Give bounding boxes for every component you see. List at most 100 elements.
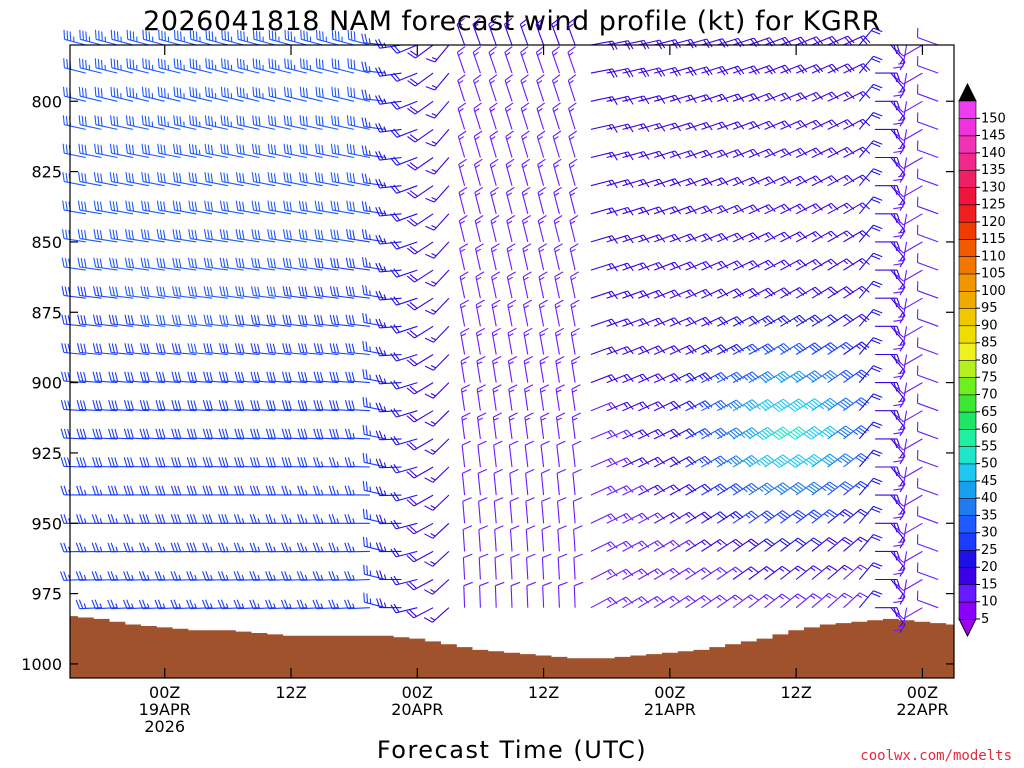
barb-half-feather — [383, 210, 387, 216]
barb-feather — [873, 505, 883, 511]
barb-feather — [642, 373, 650, 382]
barb-feather — [779, 484, 788, 491]
barb-half-feather — [571, 333, 577, 337]
barb-feather — [424, 477, 434, 483]
wind-barb — [110, 115, 134, 130]
barb-feather — [473, 74, 482, 81]
barb-half-feather — [899, 143, 904, 149]
barb-half-feather — [273, 546, 276, 552]
barb-half-feather — [537, 51, 542, 56]
barb-staff — [348, 181, 371, 187]
barb-feather — [65, 172, 68, 183]
barb-feather — [347, 514, 352, 524]
barb-feather — [267, 172, 270, 182]
barb-feather — [95, 485, 100, 496]
barb-feather — [146, 372, 150, 382]
barb-staff — [332, 323, 355, 327]
barb-staff — [285, 95, 307, 102]
wind-barb — [590, 346, 618, 356]
barb-feather — [108, 428, 112, 439]
barb-feather — [143, 258, 147, 268]
barb-feather — [521, 158, 531, 165]
barb-staff — [811, 147, 832, 158]
barb-staff — [459, 248, 466, 271]
barb-staff — [379, 410, 402, 413]
wind-barb — [685, 205, 713, 215]
barb-staff — [253, 67, 276, 74]
barb-feather — [76, 343, 81, 353]
wind-barb — [331, 115, 355, 130]
barb-feather — [814, 398, 823, 405]
barb-staff — [590, 123, 613, 130]
wind-barb — [284, 29, 307, 46]
barb-feather — [285, 314, 289, 325]
barb-feather — [175, 286, 179, 297]
barb-half-feather — [843, 232, 849, 237]
barb-feather — [253, 428, 257, 439]
wind-barb — [780, 481, 807, 496]
wind-barb — [492, 356, 502, 383]
wind-barb — [748, 510, 775, 524]
barb-feather — [141, 172, 144, 182]
barb-feather — [208, 514, 213, 524]
barb-staff — [780, 509, 799, 524]
wind-barb — [858, 477, 883, 496]
barb-staff — [79, 323, 102, 327]
barb-feather — [674, 67, 681, 76]
barb-half-feather — [607, 542, 612, 548]
barb-feather — [281, 542, 286, 552]
wind-barb — [875, 522, 901, 533]
barb-staff — [79, 266, 102, 271]
barb-feather — [781, 593, 791, 600]
wind-barb — [567, 74, 577, 102]
barb-feather — [365, 397, 368, 408]
barb-staff — [521, 164, 529, 186]
wind-barb — [827, 119, 855, 130]
wind-barb — [462, 553, 473, 580]
barb-staff — [669, 595, 689, 609]
barb-feather — [799, 203, 808, 212]
barb-feather — [179, 88, 182, 98]
barb-feather — [95, 457, 100, 467]
barb-half-feather — [853, 430, 858, 435]
barb-staff — [206, 124, 229, 130]
barb-feather — [795, 511, 804, 519]
wind-barb — [795, 425, 823, 440]
barb-half-feather — [538, 220, 544, 225]
barb-feather — [316, 400, 321, 410]
barb-feather — [670, 430, 678, 438]
barb-staff — [348, 95, 371, 102]
barb-feather — [364, 173, 368, 184]
barb-feather — [282, 343, 286, 353]
barb-staff — [764, 259, 785, 271]
barb-feather — [569, 215, 579, 222]
barb-feather — [330, 257, 333, 268]
barb-feather — [893, 466, 898, 477]
barb-feather — [297, 428, 302, 439]
barb-staff — [379, 269, 402, 273]
barb-half-feather — [671, 235, 676, 240]
wind-barb — [268, 58, 292, 74]
barb-feather — [315, 599, 321, 609]
barb-feather — [164, 59, 166, 70]
barb-feather — [813, 537, 822, 544]
barb-feather — [93, 172, 97, 182]
barb-staff — [300, 152, 323, 159]
barb-staff — [748, 120, 770, 130]
barb-feather — [829, 369, 839, 377]
barb-feather — [204, 115, 207, 125]
barb-staff — [395, 466, 418, 474]
barb-half-feather — [718, 262, 723, 267]
barb-feather — [209, 400, 213, 410]
barb-staff — [126, 351, 149, 356]
barb-feather — [393, 184, 401, 193]
barb-staff — [795, 481, 815, 496]
barb-feather — [131, 258, 135, 269]
barb-feather — [737, 149, 745, 158]
barb-staff — [348, 266, 370, 271]
barb-feather — [795, 455, 804, 463]
barb-feather — [390, 436, 397, 446]
barb-feather — [315, 86, 318, 97]
barb-feather — [777, 457, 786, 465]
barb-feather — [642, 429, 650, 438]
